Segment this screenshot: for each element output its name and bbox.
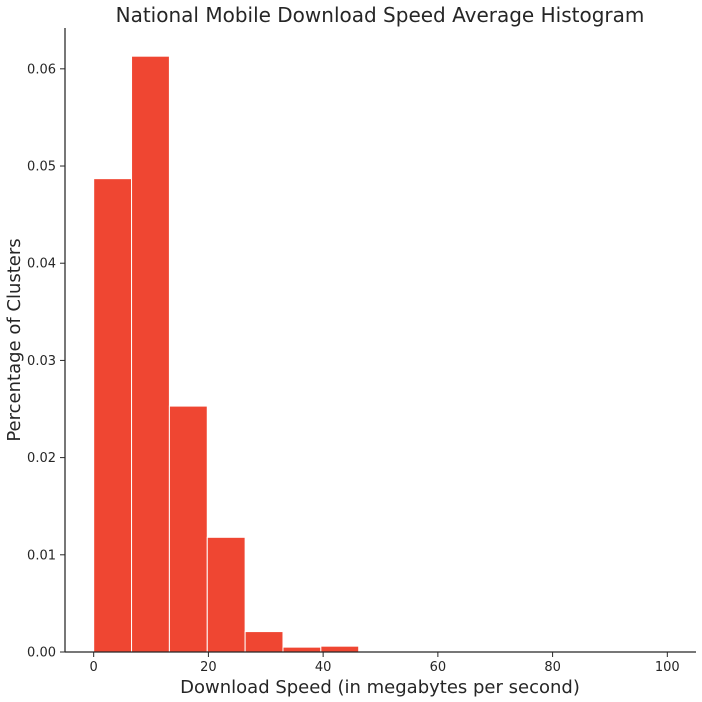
histogram-bar-1: [131, 55, 170, 653]
y-tick-label-1: 0.01: [27, 548, 56, 563]
chart-title: National Mobile Download Speed Average H…: [116, 3, 645, 27]
histogram-bar-2: [168, 405, 208, 653]
y-tick-label-4: 0.04: [27, 257, 56, 272]
x-tick-label-1: 20: [200, 660, 217, 675]
y-axis-ticks: 0.00 0.01 0.02 0.03 0.04 0.05 0.06: [27, 62, 65, 661]
x-tick-label-4: 80: [544, 660, 561, 675]
x-tick-label-0: 0: [90, 660, 98, 675]
y-tick-label-2: 0.02: [27, 451, 56, 466]
x-tick-label-3: 60: [430, 660, 447, 675]
histogram-bar-3: [206, 536, 246, 653]
histogram-bar-0: [93, 178, 133, 653]
histogram-bar-6: [320, 645, 360, 653]
y-tick-label-6: 0.06: [27, 62, 56, 77]
bars-group: [93, 55, 360, 653]
histogram-bar-4: [244, 631, 284, 653]
x-tick-label-5: 100: [655, 660, 680, 675]
histogram-bar-5: [282, 646, 322, 653]
y-tick-label-0: 0.00: [27, 646, 56, 661]
x-axis-label: Download Speed (in megabytes per second): [180, 677, 580, 698]
x-tick-label-2: 40: [315, 660, 332, 675]
x-axis-ticks: 0 20 40 60 80 100: [90, 652, 680, 675]
y-axis-label: Percentage of Clusters: [4, 238, 25, 441]
y-tick-label-3: 0.03: [27, 354, 56, 369]
y-tick-label-5: 0.05: [27, 160, 56, 175]
